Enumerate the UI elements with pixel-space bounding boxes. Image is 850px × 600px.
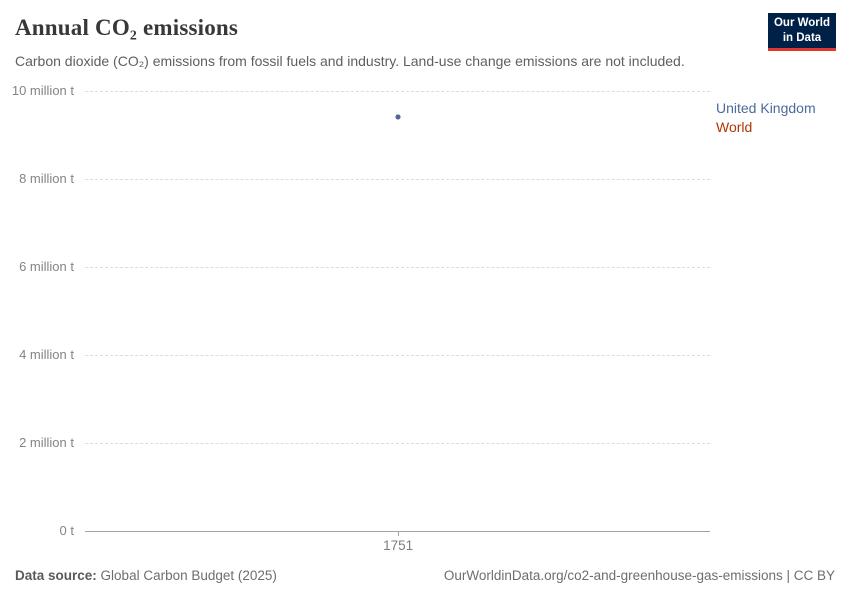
x-tick-mark [398,531,400,536]
datasource-label: Data source: [15,568,97,583]
datasource-text: Global Carbon Budget (2025) [100,568,277,583]
gridline-4 [85,355,710,356]
chart-footer: Data source: Global Carbon Budget (2025)… [15,568,835,583]
y-tick-label: 6 million t [19,259,74,274]
attribution-link[interactable]: OurWorldinData.org/co2-and-greenhouse-ga… [443,568,835,583]
legend-item-world[interactable]: World [716,118,753,135]
plot-area: 1751 [85,91,710,553]
owid-logo-line2: in Data [782,31,822,44]
y-tick-label: 10 million t [11,83,74,98]
y-tick-label: 0 t [59,523,74,538]
data-point-united-kingdom[interactable] [395,114,401,120]
chart-title: Annual CO₂ emissions [15,15,239,40]
y-tick-label: 2 million t [19,435,74,450]
legend: United Kingdom World [716,100,816,135]
gridline-8 [85,179,710,180]
y-tick-label: 8 million t [19,171,74,186]
y-tick-label: 4 million t [19,347,74,362]
gridline-2 [85,443,710,444]
chart-subtitle: Carbon dioxide (CO₂) emissions from foss… [15,53,685,69]
y-axis-labels: 0 t 2 million t 4 million t 6 million t 8 mi… [0,83,79,538]
legend-item-united-kingdom[interactable]: United Kingdom [716,100,816,116]
owid-logo-line1: Our World [773,17,830,30]
x-tick-label: 1751 [383,538,414,553]
gridline-6 [85,267,710,268]
owid-logo[interactable]: Our World in Data [768,13,836,51]
gridline-0 [85,531,710,532]
gridline-10 [85,91,710,92]
datasource: Data source: Global Carbon Budget (2025) [15,568,277,583]
